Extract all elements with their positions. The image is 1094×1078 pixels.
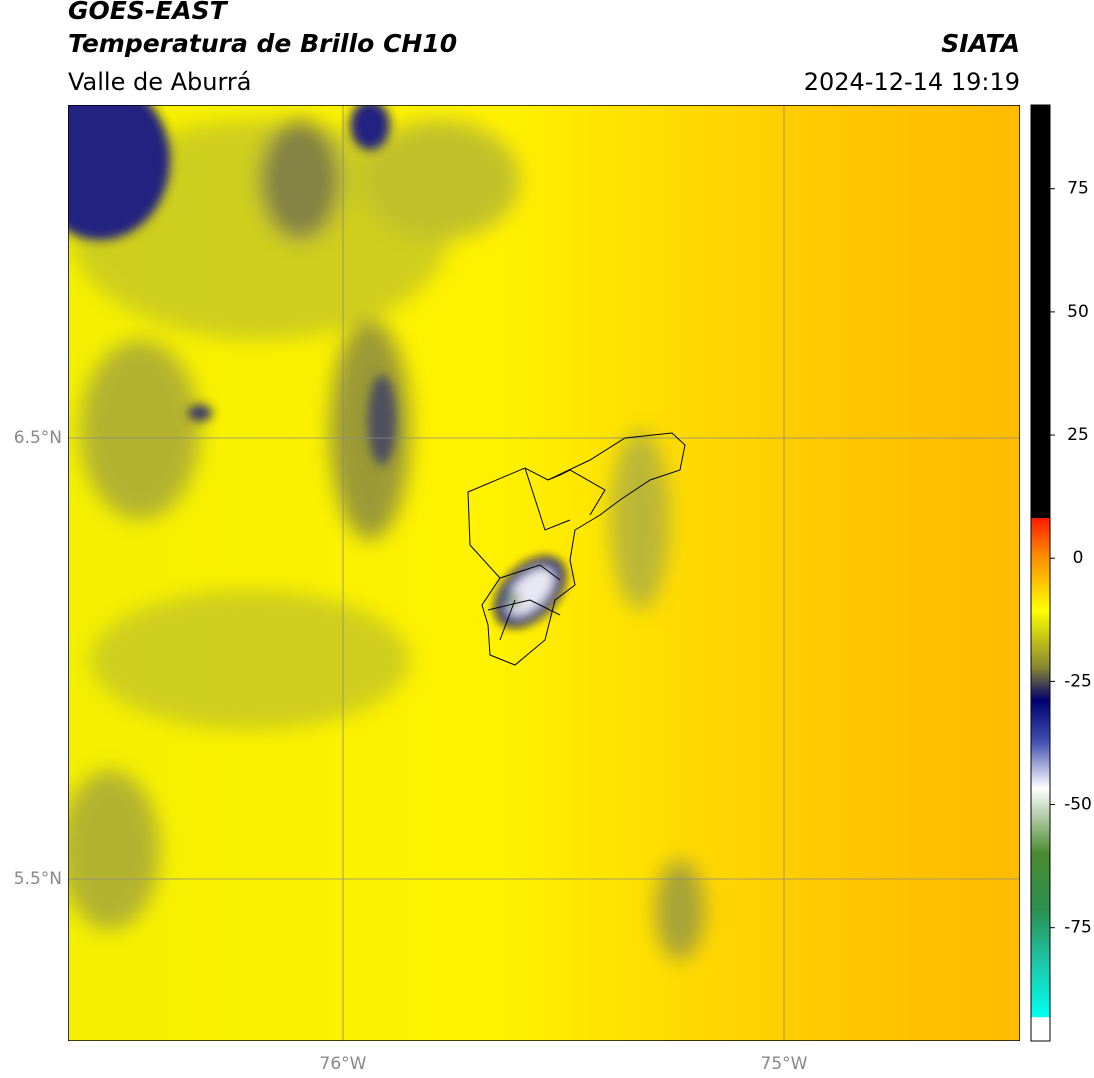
colorbar-tick-label: -25 — [1064, 671, 1092, 691]
region: Valle de Aburrá — [68, 68, 252, 96]
lon-label: 76°W — [320, 1054, 367, 1074]
subtitle: Temperatura de Brillo CH10 — [68, 29, 457, 58]
colorbar-tick-label: 75 — [1067, 179, 1089, 199]
lon-label: 75°W — [761, 1054, 808, 1074]
title: GOES-EAST — [68, 0, 229, 25]
colorbar-tick-label: -50 — [1064, 795, 1092, 815]
source: SIATA — [941, 29, 1020, 58]
graticule — [68, 105, 1020, 1041]
datetime: 2024-12-14 19:19 — [804, 68, 1020, 96]
colorbar — [1030, 104, 1051, 1042]
colorbar-tick-label: 0 — [1073, 548, 1084, 568]
map — [68, 105, 1020, 1041]
colorbar-tick-label: 25 — [1067, 425, 1089, 445]
colorbar-tick-label: 50 — [1067, 302, 1089, 322]
colorbar-ticks: 75 50 25 0 -25 -50 -75 — [1050, 179, 1092, 938]
municipal-boundaries — [467, 432, 686, 666]
lat-label: 5.5°N — [14, 869, 62, 889]
lat-label: 6.5°N — [14, 428, 62, 448]
colorbar-tick-label: -75 — [1064, 918, 1092, 938]
